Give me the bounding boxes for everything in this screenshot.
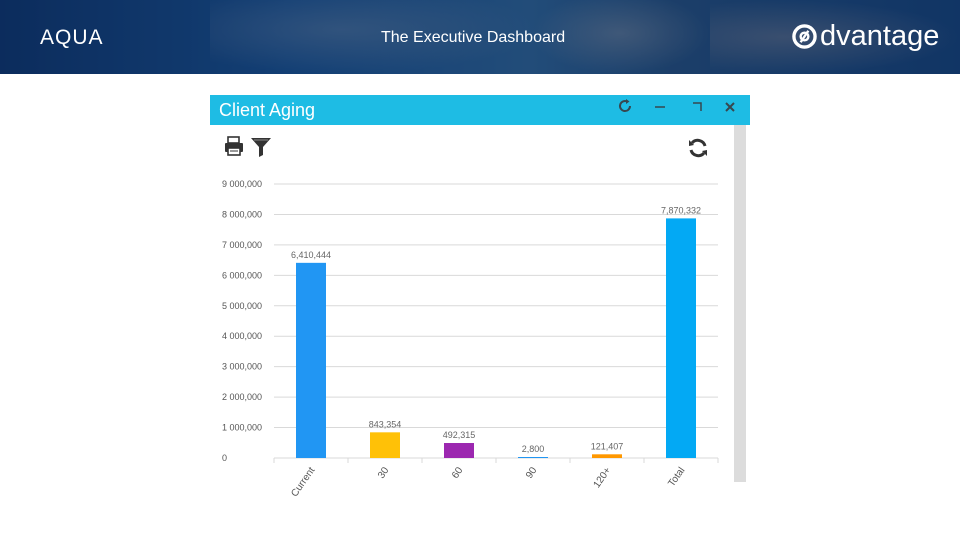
logo-mark-icon bbox=[792, 24, 817, 49]
bar-current bbox=[296, 262, 326, 458]
company-logo: dvantage bbox=[792, 20, 939, 53]
x-tick-label: 30 bbox=[376, 465, 392, 481]
data-label: 121,407 bbox=[591, 441, 624, 451]
refresh-icon[interactable] bbox=[613, 98, 637, 122]
y-tick-label: 1 000,000 bbox=[222, 423, 262, 433]
filter-icon[interactable] bbox=[250, 136, 272, 163]
y-axis: 0 1 000,000 2 000,000 3 000,000 4 000,000 5 0… bbox=[222, 179, 262, 463]
close-icon[interactable] bbox=[718, 98, 742, 122]
bar-90 bbox=[518, 457, 548, 458]
minimize-icon[interactable] bbox=[648, 98, 672, 122]
sync-icon[interactable] bbox=[687, 137, 709, 164]
y-tick-label: 9 000,000 bbox=[222, 179, 262, 189]
gridlines bbox=[273, 183, 719, 463]
panel-scrollbar[interactable] bbox=[734, 125, 746, 482]
data-label: 6,410,444 bbox=[291, 250, 331, 260]
brand-name: AQUA bbox=[40, 26, 104, 49]
data-label: 492,315 bbox=[443, 430, 476, 440]
header-banner: AQUA The Executive Dashboard dvantage bbox=[0, 0, 960, 74]
printer-icon[interactable] bbox=[223, 135, 245, 162]
x-tick-label: Total bbox=[666, 465, 687, 489]
banner-photo bbox=[530, 0, 710, 74]
data-label: 2,800 bbox=[522, 444, 545, 454]
x-tick-label: 60 bbox=[450, 465, 466, 481]
bar-total bbox=[666, 218, 696, 458]
bar-30 bbox=[370, 432, 400, 458]
panel-title: Client Aging bbox=[219, 100, 316, 120]
bar-60 bbox=[444, 443, 474, 458]
x-axis: Current 30 60 90 120+ Total bbox=[289, 465, 687, 499]
y-tick-label: 8 000,000 bbox=[222, 209, 262, 219]
y-tick-label: 3 000,000 bbox=[222, 362, 262, 372]
banner-photo bbox=[710, 0, 960, 74]
x-tick-label: Current bbox=[289, 465, 317, 499]
client-aging-chart: 0 1 000,000 2 000,000 3 000,000 4 000,000 5 0… bbox=[222, 179, 719, 499]
data-label: 843,354 bbox=[369, 419, 402, 429]
bar-120- bbox=[592, 454, 622, 458]
panel-titlebar: Client Aging bbox=[210, 95, 750, 125]
data-labels: 6,410,444 843,354 492,315 2,800 121,407 7,870… bbox=[291, 205, 701, 454]
dashboard-title: The Executive Dashboard bbox=[381, 29, 566, 46]
y-tick-label: 2 000,000 bbox=[222, 392, 262, 402]
x-tick-label: 120+ bbox=[592, 465, 614, 490]
y-tick-label: 4 000,000 bbox=[222, 331, 262, 341]
banner-photo bbox=[210, 0, 540, 74]
data-label: 7,870,332 bbox=[661, 205, 701, 215]
y-tick-label: 0 bbox=[222, 453, 227, 463]
logo-text: dvantage bbox=[820, 20, 940, 52]
y-tick-label: 7 000,000 bbox=[222, 240, 262, 250]
x-tick-label: 90 bbox=[524, 465, 540, 481]
bars bbox=[296, 218, 696, 458]
y-tick-label: 6 000,000 bbox=[222, 270, 262, 280]
maximize-icon[interactable] bbox=[685, 98, 709, 122]
y-tick-label: 5 000,000 bbox=[222, 301, 262, 311]
